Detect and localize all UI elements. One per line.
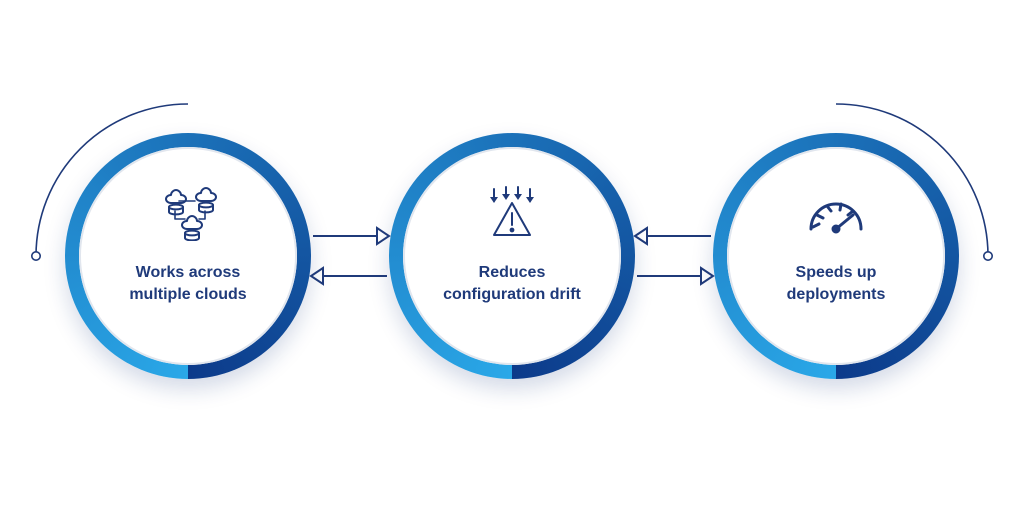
circle-content: Speeds up deployments bbox=[727, 147, 945, 365]
arrow-pair-right bbox=[631, 224, 717, 288]
multi-cloud-icon bbox=[155, 182, 221, 244]
arrow-left-icon bbox=[307, 264, 393, 288]
circle-content: Reduces configuration drift bbox=[403, 147, 621, 365]
speedometer-icon bbox=[803, 182, 869, 244]
arrow-right-icon bbox=[631, 264, 717, 288]
circle-label: Reduces configuration drift bbox=[431, 262, 593, 305]
circle-content: Works across multiple clouds bbox=[79, 147, 297, 365]
arrow-pair-left bbox=[307, 224, 393, 288]
circle-label: Speeds up deployments bbox=[755, 262, 917, 305]
infographic-stage: Works across multiple clouds bbox=[0, 0, 1024, 512]
circle-label: Works across multiple clouds bbox=[107, 262, 269, 305]
arrow-left-icon bbox=[631, 224, 717, 248]
arrow-right-icon bbox=[307, 224, 393, 248]
config-drift-icon bbox=[480, 182, 544, 244]
circle-config-drift: Reduces configuration drift bbox=[389, 133, 635, 379]
circle-speed: Speeds up deployments bbox=[713, 133, 959, 379]
circle-multi-cloud: Works across multiple clouds bbox=[65, 133, 311, 379]
